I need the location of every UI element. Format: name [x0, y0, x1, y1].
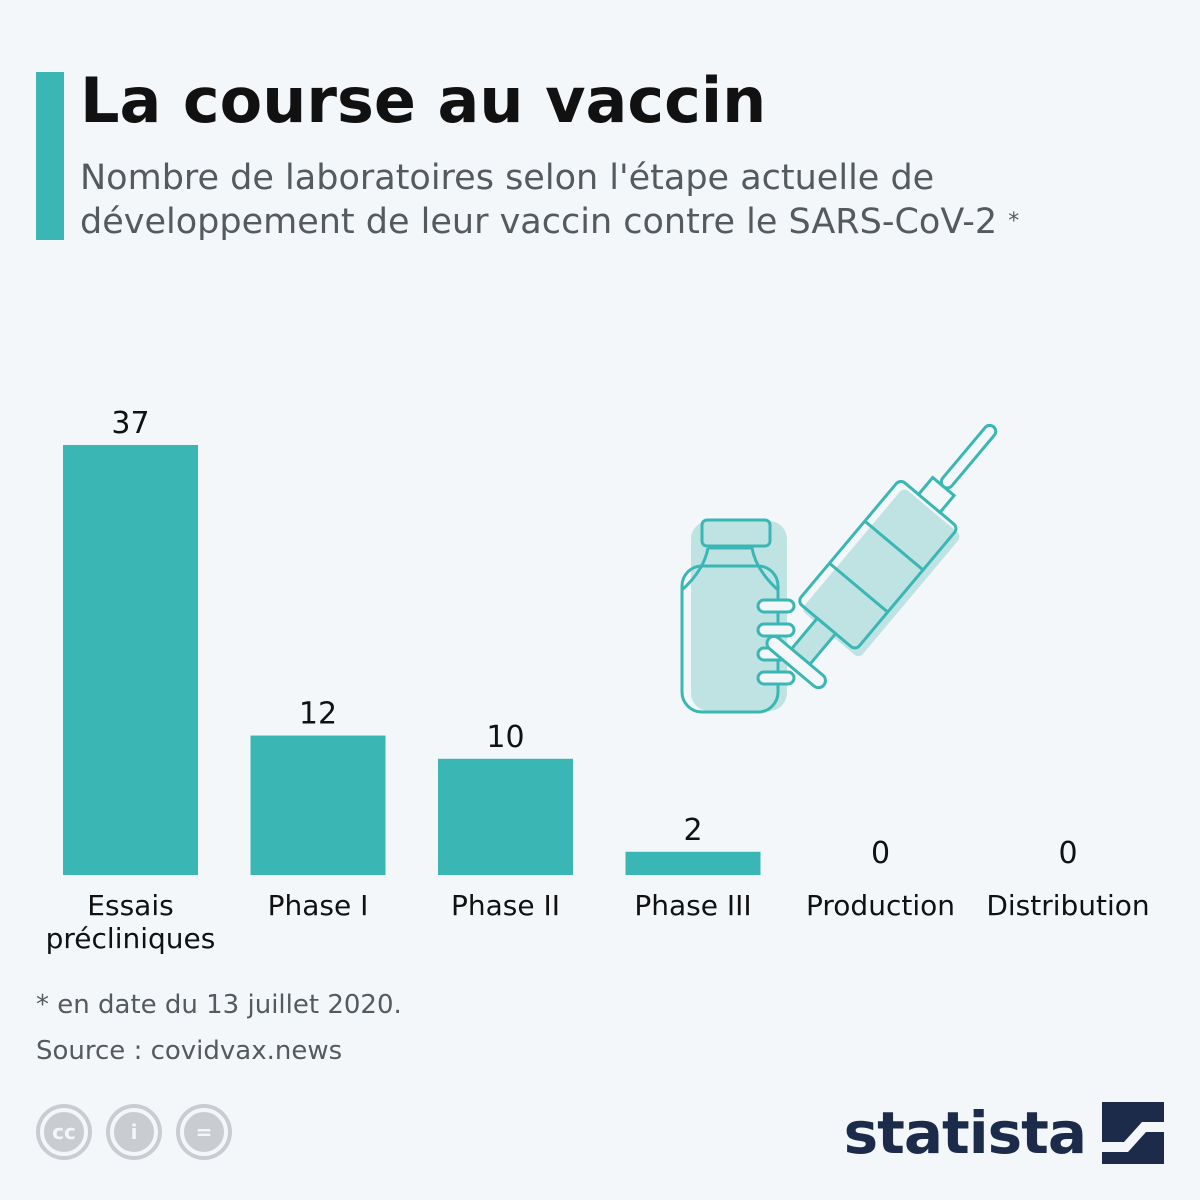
attribution-icon[interactable]: i [106, 1104, 162, 1160]
cc-icon[interactable]: cc [36, 1104, 92, 1160]
data-label: 10 [486, 720, 524, 755]
data-label: 2 [683, 813, 702, 848]
data-label: 12 [299, 697, 337, 732]
cc-glyph: cc [40, 1108, 88, 1156]
vial-icon [680, 518, 796, 714]
no-derivatives-glyph: = [180, 1108, 228, 1156]
chart-title: La course au vaccin [80, 64, 767, 137]
statista-mark-icon [1102, 1102, 1164, 1164]
accent-bar [36, 72, 64, 240]
bar [63, 445, 198, 875]
brand-name: statista [843, 1099, 1087, 1167]
footnote: * en date du 13 juillet 2020. [36, 990, 402, 1020]
data-label: 37 [111, 406, 149, 441]
category-label: Production [806, 889, 955, 922]
license-icons: cc i = [36, 1104, 232, 1160]
category-label: Distribution [986, 889, 1149, 922]
subtitle-text: Nombre de laboratoires selon l'étape act… [80, 158, 998, 242]
subtitle-marker: * [1008, 209, 1020, 234]
category-label: Phase I [268, 889, 369, 922]
category-label: Phase III [634, 889, 751, 922]
syringe-icon [765, 423, 998, 690]
bar-chart: 37 Essais précliniques 12 Phase I 10 Phase II 2… [46, 406, 1150, 955]
attribution-glyph: i [110, 1108, 158, 1156]
data-label: 0 [1058, 836, 1077, 871]
statista-logo[interactable]: statista [844, 1098, 1164, 1168]
category-label: Essais précliniques [46, 889, 216, 955]
vaccine-illustration-icon [680, 423, 998, 714]
no-derivatives-icon[interactable]: = [176, 1104, 232, 1160]
bar [625, 851, 761, 875]
bar [250, 735, 386, 875]
chart-subtitle: Nombre de laboratoires selon l'étape act… [80, 156, 1160, 244]
bar [438, 758, 573, 875]
category-label: Phase II [451, 889, 560, 922]
data-label: 0 [871, 836, 890, 871]
source-note: Source : covidvax.news [36, 1036, 343, 1066]
